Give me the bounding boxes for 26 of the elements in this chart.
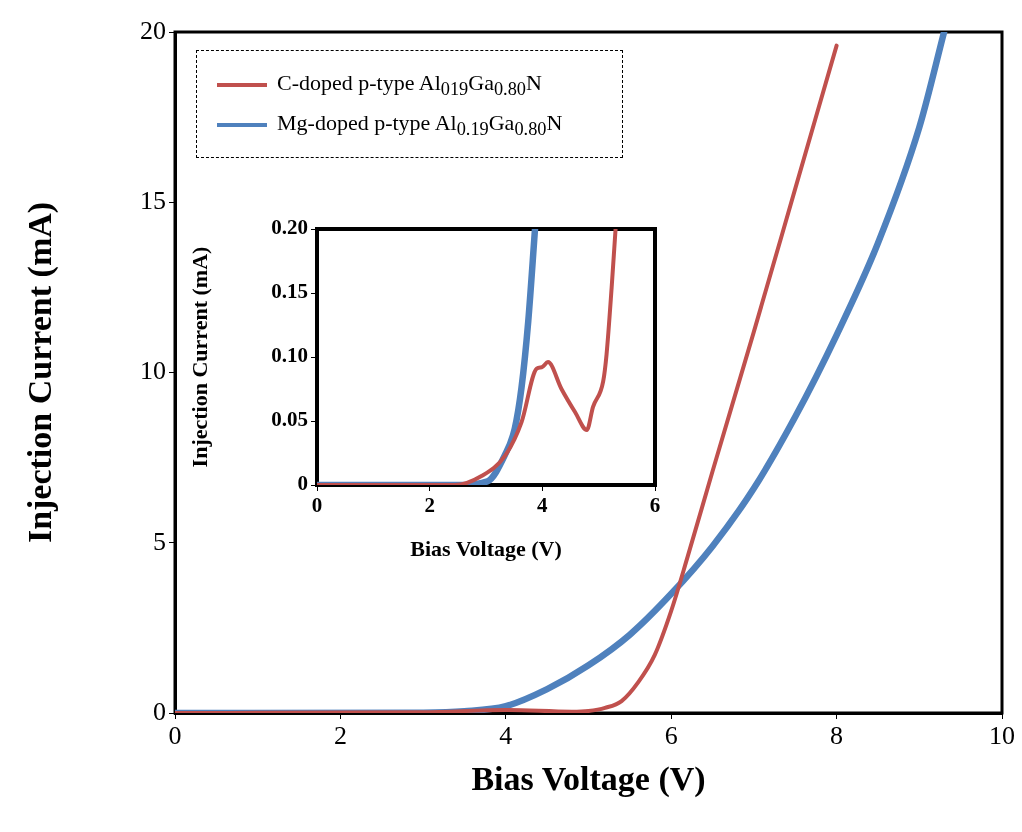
line-series bbox=[317, 229, 618, 485]
y-tick-label: 15 bbox=[140, 186, 166, 216]
y-axis-title: Injection Current (mA) bbox=[186, 246, 212, 468]
y-tick-label: 0.15 bbox=[271, 279, 308, 304]
y-tick-label: 0.20 bbox=[271, 215, 308, 240]
line-series bbox=[175, 43, 839, 713]
x-axis-title: Bias Voltage (V) bbox=[471, 760, 706, 799]
x-tick-label: 2 bbox=[333, 721, 347, 751]
x-tick-label: 6 bbox=[649, 493, 661, 518]
legend-label: Mg-doped p-type Al$_{0.19}$Ga$_{0.80}$N bbox=[277, 109, 563, 141]
x-tick-label: 10 bbox=[989, 721, 1015, 751]
x-tick-label: 8 bbox=[830, 721, 844, 751]
x-tick-label: 2 bbox=[424, 493, 435, 518]
x-tick-label: 4 bbox=[537, 493, 549, 518]
x-tick-label: 6 bbox=[664, 721, 678, 751]
y-tick-label: 5 bbox=[153, 526, 166, 556]
y-tick-label: 0.10 bbox=[271, 343, 308, 368]
legend-label: C-doped p-type Al$_{019}$Ga$_{0.80}$N bbox=[277, 69, 542, 101]
y-axis-title: Injection Current (mA) bbox=[21, 201, 60, 544]
x-tick-label: 4 bbox=[499, 721, 513, 751]
y-tick-label: 0 bbox=[297, 471, 308, 496]
y-tick-label: 0.05 bbox=[271, 407, 308, 432]
x-axis-title: Bias Voltage (V) bbox=[410, 536, 562, 562]
y-tick-label: 20 bbox=[140, 15, 166, 45]
y-tick-label: 10 bbox=[140, 356, 166, 386]
y-tick-label: 0 bbox=[153, 696, 166, 726]
